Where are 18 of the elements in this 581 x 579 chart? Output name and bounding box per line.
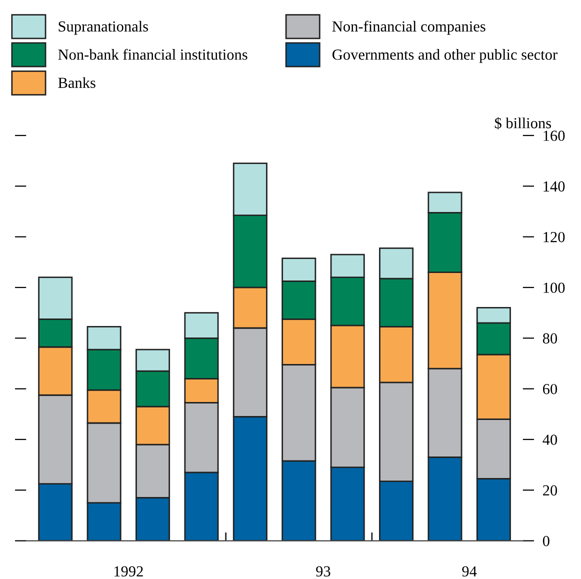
- legend-label: Banks: [58, 77, 96, 88]
- y-tick-label: 120: [544, 232, 565, 242]
- x-tick-label: 93: [316, 566, 330, 577]
- y-tick-label: 40: [542, 434, 558, 445]
- x-tick-label: 94: [462, 566, 477, 577]
- y-tick-label: 20: [543, 485, 558, 496]
- y-tick-label: 100: [544, 282, 565, 293]
- y-tick-label: 60: [543, 384, 558, 394]
- legend-label: Supranationals: [58, 20, 148, 35]
- y-tick-label: 160: [544, 130, 565, 141]
- y-axis-title: $ billions: [494, 117, 551, 130]
- y-tick-label: 80: [542, 333, 558, 344]
- legend-label: Governments and other public sector: [332, 49, 558, 63]
- y-tick-label: 140: [544, 181, 565, 192]
- x-tick-label: 1992: [114, 566, 143, 577]
- legend-label: Non-financial companies: [332, 20, 486, 35]
- legend-label: Non-bank financial institutions: [58, 48, 248, 60]
- y-tick-label: 0: [542, 536, 550, 546]
